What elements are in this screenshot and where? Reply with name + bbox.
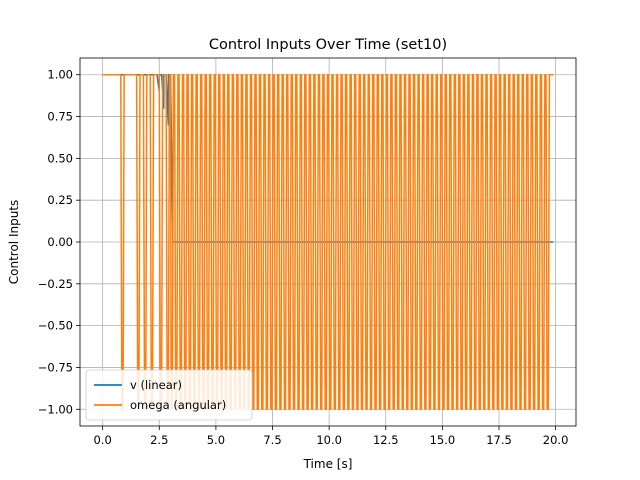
legend-label: omega (angular)	[130, 398, 226, 412]
y-tick-label: 0.00	[47, 235, 73, 249]
y-tick-label: −1.00	[38, 402, 73, 416]
legend-box	[85, 369, 253, 421]
y-axis-label: Control Inputs	[7, 200, 21, 285]
y-tick-label: 0.25	[47, 193, 73, 207]
chart-title: Control Inputs Over Time (set10)	[209, 37, 447, 53]
legend: v (linear) omega (angular)	[85, 369, 253, 421]
legend-label: v (linear)	[130, 378, 182, 392]
x-tick-label: 0.0	[93, 433, 111, 447]
x-tick-label: 10.0	[316, 433, 342, 447]
x-tick-label: 17.5	[486, 433, 512, 447]
x-tick-label: 15.0	[430, 433, 456, 447]
x-axis: 0.0 2.5 5.0 7.5 10.0 12.5 15.0 17.5 20.0	[93, 426, 568, 447]
x-tick-label: 5.0	[207, 433, 225, 447]
y-tick-label: 0.50	[47, 151, 73, 165]
x-tick-label: 20.0	[543, 433, 569, 447]
y-tick-label: −0.25	[38, 277, 73, 291]
x-tick-label: 2.5	[150, 433, 168, 447]
x-axis-label: Time [s]	[303, 457, 353, 471]
y-tick-label: 0.75	[47, 110, 73, 124]
x-tick-label: 12.5	[373, 433, 399, 447]
x-tick-label: 7.5	[263, 433, 281, 447]
y-tick-label: −0.75	[38, 360, 73, 374]
series-line-1	[102, 73, 554, 411]
plot-area	[102, 73, 554, 411]
y-tick-label: −0.50	[38, 319, 73, 333]
y-axis: −1.00 −0.75 −0.50 −0.25 0.00 0.25 0.50 0.75 1.00	[38, 68, 80, 416]
y-tick-label: 1.00	[47, 68, 73, 82]
